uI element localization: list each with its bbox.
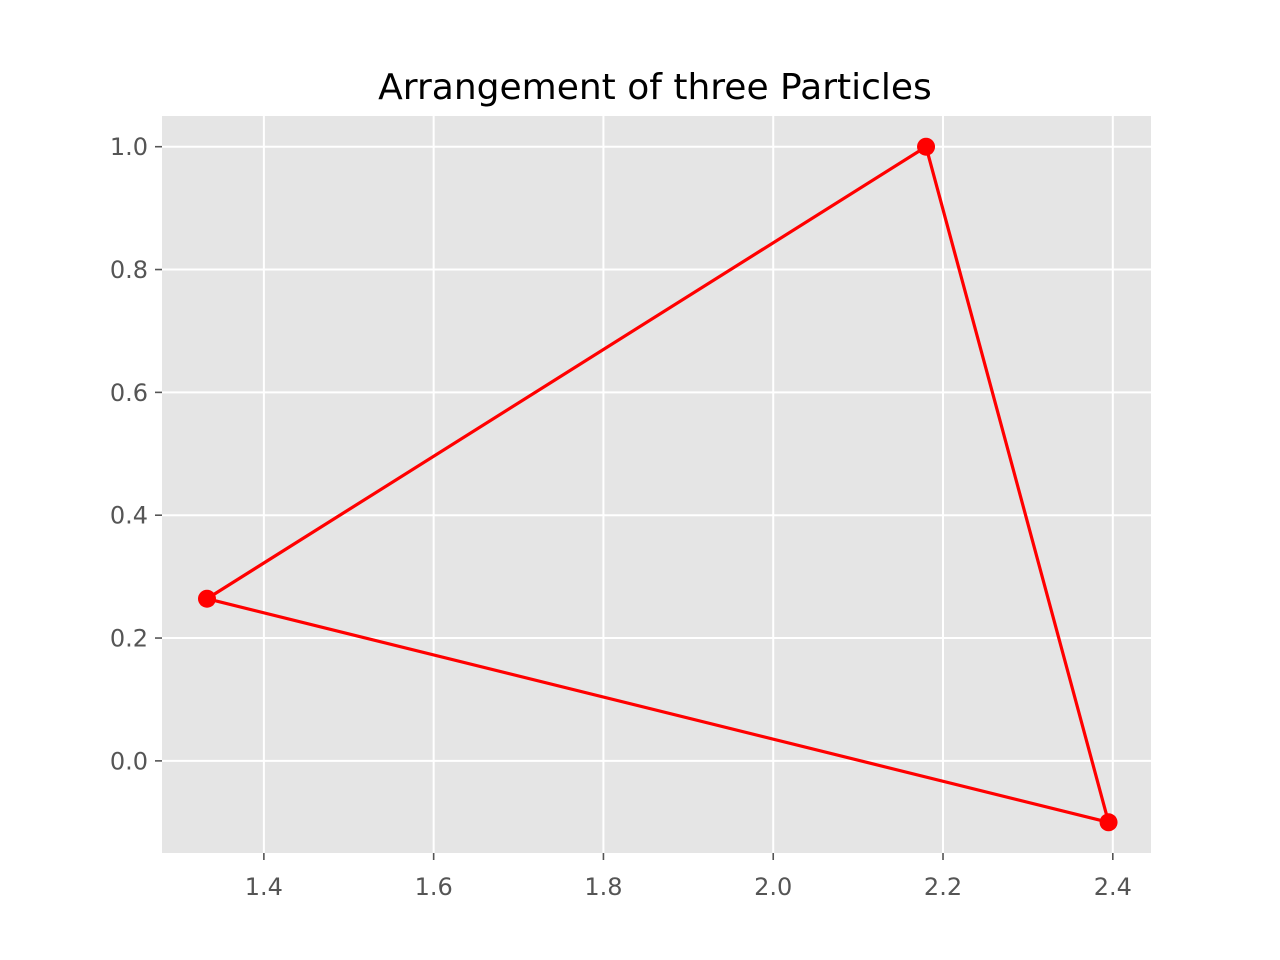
x-tick-label: 1.4 [245, 873, 283, 901]
data-point [917, 137, 936, 156]
y-tick-label: 0.4 [110, 502, 148, 530]
chart-title: Arrangement of three Particles [378, 67, 932, 108]
y-tick-label: 0.8 [110, 256, 148, 284]
series-line [206, 145, 1111, 824]
x-tick-label: 2.2 [924, 873, 962, 901]
series-layer [197, 137, 1118, 832]
data-point [197, 589, 216, 608]
y-tick-label: 0.6 [110, 379, 148, 407]
x-tick-label: 1.8 [584, 873, 622, 901]
data-point [1099, 813, 1118, 832]
x-tick-label: 2.4 [1094, 873, 1132, 901]
y-tick-label: 0.0 [110, 747, 148, 775]
axis-layer: 1.4 1.6 1.8 2.0 2.2 2.4 0.0 0.2 0.4 0.6 0.8 1.0 [110, 133, 1132, 901]
x-tick-label: 2.0 [754, 873, 792, 901]
x-tick-label: 1.6 [415, 873, 453, 901]
grid-layer [162, 116, 1151, 853]
plot-area [162, 116, 1151, 853]
y-tick-label: 1.0 [110, 133, 148, 161]
y-tick-label: 0.2 [110, 625, 148, 653]
